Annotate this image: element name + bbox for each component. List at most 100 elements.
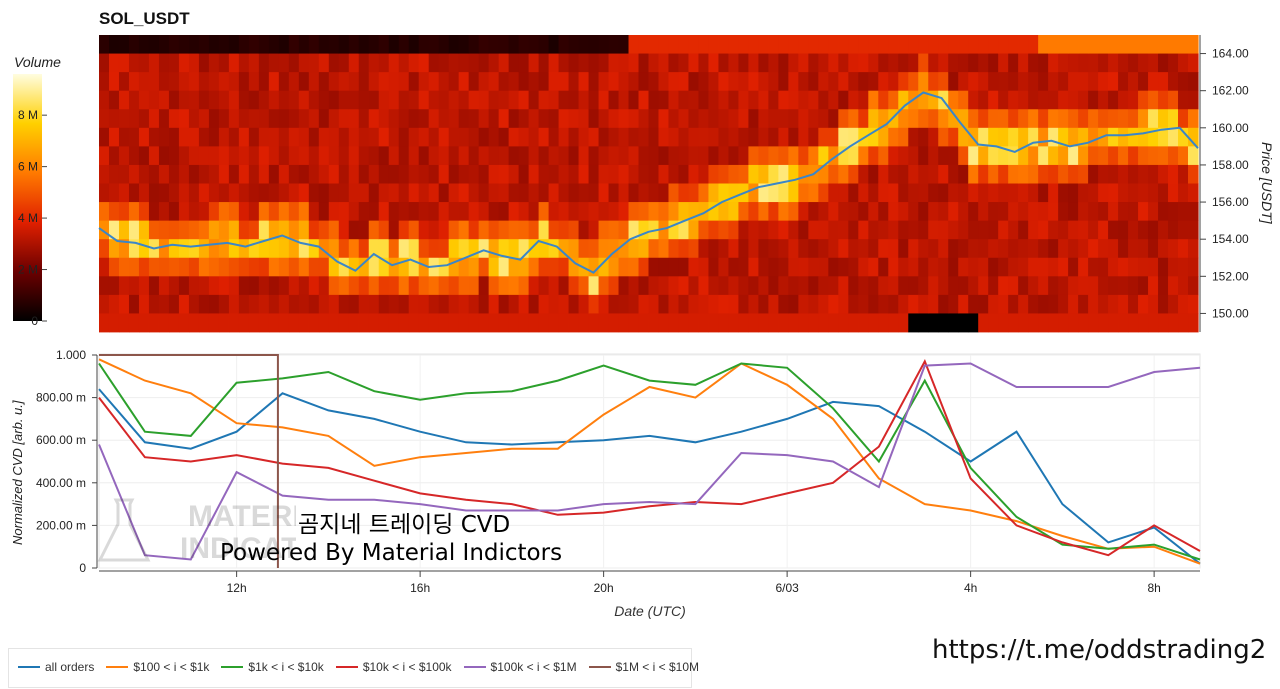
heatmap-cell — [958, 164, 969, 184]
heatmap-cell — [508, 276, 520, 296]
heatmap-cell — [528, 72, 540, 92]
heatmap-cell — [1168, 90, 1179, 110]
heatmap-cell — [1028, 35, 1039, 54]
heatmap-cell — [1008, 146, 1019, 166]
heatmap-cell — [1138, 276, 1149, 296]
heatmap-cell — [578, 202, 590, 222]
legend-item[interactable]: all orders — [18, 660, 94, 674]
heatmap-cell — [1078, 35, 1089, 54]
heatmap-cell — [598, 313, 610, 333]
heatmap-cell — [208, 72, 220, 92]
heatmap-cell — [318, 72, 330, 92]
heatmap-cell — [928, 183, 939, 203]
heatmap-cell — [1018, 35, 1029, 54]
heatmap-cell — [1068, 276, 1079, 296]
legend-item[interactable]: $100k < i < $1M — [463, 660, 577, 674]
heatmap-cell — [758, 202, 769, 222]
heatmap-cell — [768, 313, 779, 333]
heatmap-cell — [668, 294, 680, 314]
heatmap-cell — [708, 72, 720, 92]
heatmap-cell — [1178, 183, 1189, 203]
heatmap-cell — [798, 294, 809, 314]
heatmap-cell — [848, 164, 859, 184]
heatmap-cell — [188, 72, 200, 92]
heatmap-cell — [998, 53, 1009, 73]
overlay-caption-korean: 곰지네 트레이딩 CVD — [298, 512, 511, 538]
heatmap-cell — [1188, 127, 1199, 147]
heatmap-cell — [698, 313, 710, 333]
heatmap-cell — [1028, 257, 1039, 277]
heatmap-cell — [578, 127, 590, 147]
heatmap-cell — [108, 257, 120, 277]
heatmap-cell — [1058, 202, 1069, 222]
heatmap-cell — [768, 257, 779, 277]
heatmap-cell — [268, 90, 280, 110]
heatmap-cell — [1008, 72, 1019, 92]
heatmap-cell — [1138, 90, 1149, 110]
heatmap-cell — [598, 220, 610, 240]
legend-item[interactable]: $1M < i < $10M — [588, 660, 699, 674]
heatmap-cell — [758, 146, 769, 166]
heatmap-cell — [958, 257, 969, 277]
heatmap-cell — [238, 109, 250, 129]
heatmap-cell — [338, 164, 350, 184]
heatmap-cell — [238, 294, 250, 314]
heatmap-cell — [878, 294, 889, 314]
heatmap-cell — [628, 90, 640, 110]
heatmap-cell — [968, 35, 979, 54]
heatmap-cell — [1058, 294, 1069, 314]
heatmap-cell — [878, 202, 889, 222]
heatmap-cell — [388, 127, 400, 147]
heatmap-cell — [398, 35, 410, 54]
heatmap-cell — [558, 313, 570, 333]
heatmap-cell — [438, 35, 450, 54]
cvd-line-2 — [98, 358, 1201, 565]
heatmap-cell — [618, 72, 630, 92]
heatmap-cell — [118, 72, 130, 92]
x-tick-label: 6/03 — [775, 581, 799, 595]
heatmap-cell — [128, 202, 140, 222]
heatmap-cell — [1088, 239, 1099, 259]
heatmap-cell — [388, 183, 400, 203]
heatmap-cell — [1158, 183, 1169, 203]
heatmap-cell — [1098, 164, 1109, 184]
heatmap-cell — [288, 127, 300, 147]
heatmap-cell — [1118, 109, 1129, 129]
heatmap-cell — [478, 109, 490, 129]
heatmap-cell — [108, 276, 120, 296]
heatmap-cell — [738, 164, 750, 184]
heatmap-cell — [538, 294, 550, 314]
heatmap-cell — [358, 202, 370, 222]
heatmap-cell — [238, 220, 250, 240]
heatmap-cell — [748, 202, 759, 222]
legend-item[interactable]: $10k < i < $100k — [335, 660, 452, 674]
legend-item[interactable]: $100 < i < $1k — [106, 660, 209, 674]
heatmap-cell — [638, 164, 650, 184]
legend-item[interactable]: $1k < i < $10k — [221, 660, 324, 674]
heatmap-cell — [128, 127, 140, 147]
heatmap-cell — [988, 239, 999, 259]
heatmap-cell — [718, 294, 730, 314]
heatmap-cell — [968, 109, 979, 129]
heatmap-cell — [938, 257, 949, 277]
heatmap-cell — [368, 127, 380, 147]
heatmap-cell — [898, 294, 909, 314]
heatmap-cell — [668, 146, 680, 166]
heatmap-cell — [488, 164, 500, 184]
heatmap-cell — [628, 276, 640, 296]
heatmap-cell — [978, 257, 989, 277]
heatmap-cell — [138, 72, 150, 92]
heatmap-cell — [178, 220, 190, 240]
heatmap-cell — [378, 90, 390, 110]
heatmap-cell — [998, 239, 1009, 259]
heatmap-cell — [768, 202, 779, 222]
heatmap-cell — [898, 127, 909, 147]
heatmap-cell — [518, 109, 530, 129]
heatmap-cell — [438, 183, 450, 203]
heatmap-cell — [178, 313, 190, 333]
heatmap-cell — [288, 164, 300, 184]
heatmap-cell — [1108, 220, 1119, 240]
heatmap-cell — [1188, 257, 1199, 277]
heatmap-cell — [1158, 146, 1169, 166]
heatmap-cell — [138, 183, 150, 203]
